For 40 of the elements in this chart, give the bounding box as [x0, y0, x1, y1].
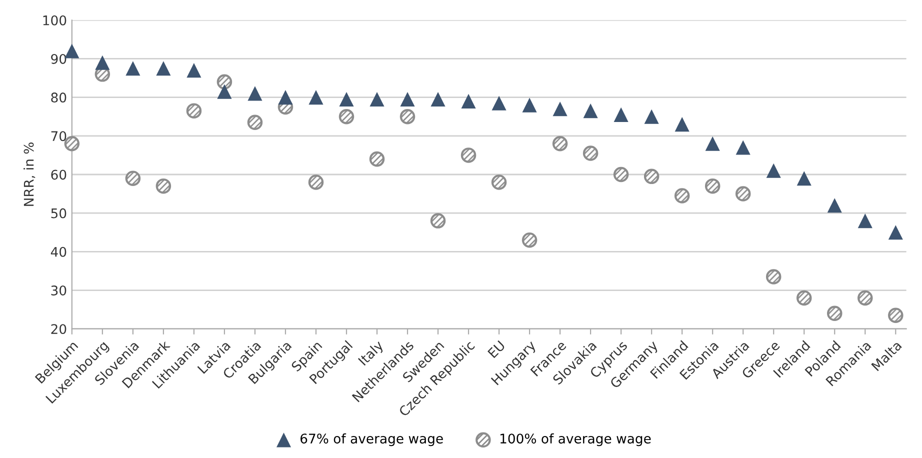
y-tick-label: 60 [51, 170, 66, 180]
point [858, 214, 872, 228]
point [400, 92, 415, 107]
point [674, 117, 690, 132]
y-tick-label: 100 [43, 15, 66, 26]
point [95, 55, 110, 70]
legend-label: 67% of average wage [300, 433, 443, 446]
point [552, 102, 568, 116]
y-tick-label: 70 [51, 131, 66, 142]
point [430, 92, 446, 107]
y-axis-title: NRR, in % [24, 142, 36, 206]
point [766, 163, 781, 178]
point [827, 198, 842, 213]
y-tick-label: 40 [50, 246, 66, 257]
point [705, 136, 720, 151]
point [278, 90, 293, 105]
point [370, 92, 384, 107]
point [888, 225, 903, 240]
y-tick-label: 90 [51, 54, 66, 64]
point [126, 61, 140, 76]
y-tick-label: 50 [51, 208, 66, 218]
point [644, 109, 659, 124]
point [156, 61, 171, 76]
point [248, 86, 262, 101]
point [339, 92, 354, 107]
point [583, 104, 598, 118]
legend-label: 100% of average wage [500, 433, 651, 446]
point [796, 171, 812, 186]
y-tick-label: 30 [51, 285, 66, 296]
y-tick-label: 80 [51, 92, 66, 103]
point [736, 140, 750, 155]
point [614, 107, 628, 122]
point [522, 98, 537, 112]
point [461, 94, 476, 108]
y-tick-label: 20 [51, 324, 66, 334]
point [308, 90, 324, 105]
point [186, 63, 202, 78]
point [492, 96, 506, 110]
point [217, 84, 232, 99]
point [64, 44, 80, 58]
